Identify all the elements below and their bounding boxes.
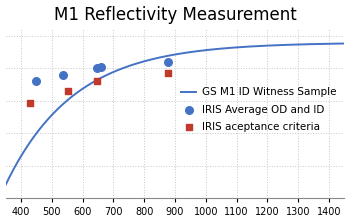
Line: GS M1 ID Witness Sample: GS M1 ID Witness Sample [6,43,344,185]
GS M1 ID Witness Sample [91,81,95,84]
IRIS Average OD and ID [34,80,39,83]
GS M1 ID Witness Sample [203,49,207,52]
GS M1 ID Witness Sample [157,56,161,59]
GS M1 ID Witness Sample [230,46,234,49]
IRIS Average OD and ID [94,67,100,70]
GS M1 ID Witness Sample [4,184,8,186]
GS M1 ID Witness Sample [259,45,263,47]
IRIS Average OD and ID [60,73,65,77]
GS M1 ID Witness Sample [63,101,68,103]
IRIS Average OD and ID [166,60,171,64]
Legend: GS M1 ID Witness Sample, IRIS Average OD and ID, IRIS aceptance criteria: GS M1 ID Witness Sample, IRIS Average OD… [178,84,339,135]
IRIS aceptance criteria [65,89,71,93]
GS M1 ID Witness Sample [342,42,346,45]
IRIS aceptance criteria [27,101,33,104]
Title: M1 Reflectivity Measurement: M1 Reflectivity Measurement [54,6,296,24]
IRIS aceptance criteria [94,80,100,83]
IRIS aceptance criteria [166,72,171,75]
IRIS Average OD and ID [98,65,104,69]
